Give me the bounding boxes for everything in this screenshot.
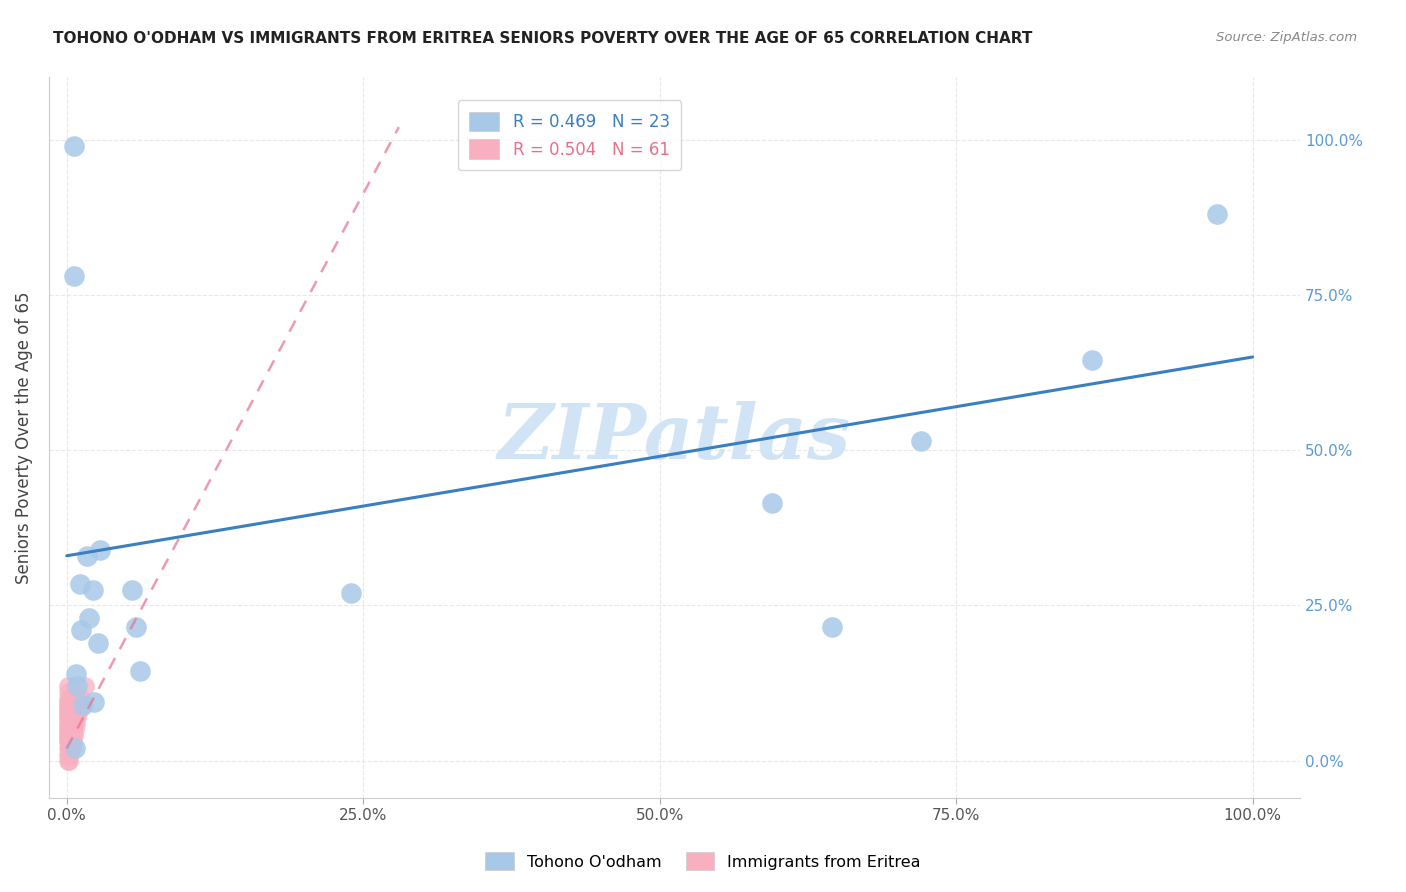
Point	[58, 716, 80, 731]
Point	[59, 716, 82, 731]
Point	[58, 735, 80, 749]
Point	[56, 723, 79, 737]
Point	[59, 723, 82, 737]
Point	[66, 679, 89, 693]
Point	[65, 666, 87, 681]
Point	[56, 714, 79, 728]
Point	[56, 685, 79, 699]
Point	[56, 732, 79, 747]
Point	[62, 735, 84, 749]
Point	[56, 747, 79, 762]
Point	[86, 636, 108, 650]
Point	[56, 701, 79, 715]
Point	[124, 620, 146, 634]
Point	[89, 542, 111, 557]
Point	[910, 434, 932, 448]
Legend: Tohono O'odham, Immigrants from Eritrea: Tohono O'odham, Immigrants from Eritrea	[479, 846, 927, 877]
Point	[59, 741, 82, 756]
Point	[65, 716, 87, 731]
Point	[63, 704, 86, 718]
Point	[56, 726, 79, 740]
Point	[59, 691, 82, 706]
Point	[69, 576, 91, 591]
Text: TOHONO O'ODHAM VS IMMIGRANTS FROM ERITREA SENIORS POVERTY OVER THE AGE OF 65 COR: TOHONO O'ODHAM VS IMMIGRANTS FROM ERITRE…	[53, 31, 1033, 46]
Point	[69, 698, 91, 712]
Point	[59, 729, 82, 743]
Point	[70, 624, 93, 638]
Point	[67, 704, 90, 718]
Point	[63, 723, 86, 737]
Point	[56, 741, 79, 756]
Point	[60, 729, 83, 743]
Point	[63, 269, 86, 284]
Point	[59, 710, 82, 724]
Point	[56, 720, 79, 734]
Point	[129, 664, 152, 678]
Legend: R = 0.469   N = 23, R = 0.504   N = 61: R = 0.469 N = 23, R = 0.504 N = 61	[457, 100, 682, 170]
Point	[63, 710, 86, 724]
Point	[58, 732, 80, 747]
Point	[63, 716, 86, 731]
Point	[58, 747, 80, 762]
Point	[60, 691, 83, 706]
Point	[1206, 207, 1229, 221]
Point	[63, 138, 86, 153]
Point	[63, 729, 86, 743]
Point	[56, 716, 79, 731]
Point	[72, 698, 94, 712]
Point	[83, 695, 105, 709]
Point	[56, 710, 79, 724]
Point	[56, 735, 79, 749]
Point	[58, 723, 80, 737]
Text: Source: ZipAtlas.com: Source: ZipAtlas.com	[1216, 31, 1357, 45]
Point	[121, 582, 143, 597]
Point	[76, 549, 98, 563]
Point	[66, 710, 89, 724]
Point	[73, 679, 96, 693]
Point	[56, 698, 79, 712]
Point	[58, 741, 80, 756]
Point	[62, 710, 84, 724]
Point	[79, 611, 101, 625]
Point	[62, 698, 84, 712]
Point	[65, 704, 87, 718]
Point	[58, 729, 80, 743]
Point	[82, 582, 104, 597]
Point	[59, 704, 82, 718]
Point	[56, 679, 79, 693]
Point	[56, 704, 79, 718]
Point	[60, 716, 83, 731]
Point	[59, 735, 82, 749]
Point	[56, 707, 79, 722]
Point	[58, 726, 80, 740]
Point	[56, 754, 79, 768]
Point	[56, 691, 79, 706]
Point	[1081, 353, 1104, 368]
Point	[340, 586, 363, 600]
Point	[820, 620, 842, 634]
Point	[59, 747, 82, 762]
Point	[60, 704, 83, 718]
Point	[58, 720, 80, 734]
Point	[60, 741, 83, 756]
Point	[56, 695, 79, 709]
Point	[62, 723, 84, 737]
Point	[59, 698, 82, 712]
Y-axis label: Seniors Poverty Over the Age of 65: Seniors Poverty Over the Age of 65	[15, 292, 32, 584]
Point	[761, 496, 783, 510]
Point	[56, 729, 79, 743]
Text: ZIPatlas: ZIPatlas	[498, 401, 851, 475]
Point	[63, 741, 86, 756]
Point	[58, 754, 80, 768]
Point	[70, 691, 93, 706]
